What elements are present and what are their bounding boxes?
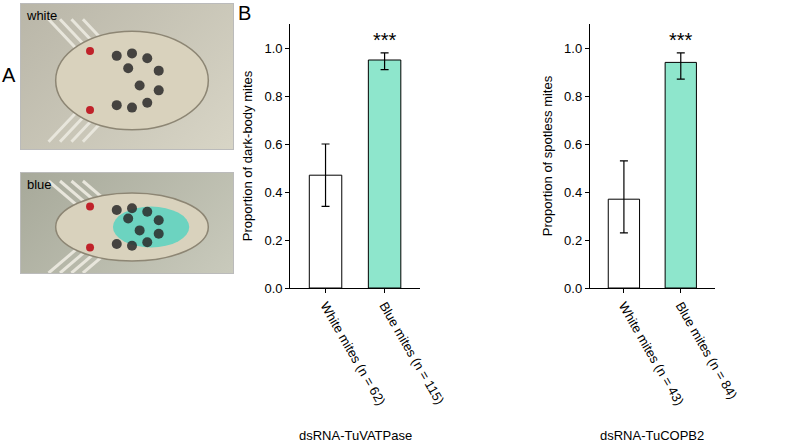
svg-text:0.2: 0.2 [264,233,282,248]
html-text:A: A [2,64,16,86]
svg-text:***: *** [373,29,397,51]
svg-text:0.4: 0.4 [564,185,582,200]
svg-text:0.8: 0.8 [564,89,582,104]
html-text:B: B [238,2,252,24]
svg-text:White mites (n = 62): White mites (n = 62) [317,299,388,408]
svg-text:1.0: 1.0 [264,41,282,56]
svg-text:0.6: 0.6 [564,137,582,152]
svg-text:0.0: 0.0 [564,281,582,296]
html-text:blue: blue [27,177,52,192]
svg-text:Proportion of dark-body mites: Proportion of dark-body mites [240,70,255,241]
html-text:white: white [27,8,58,23]
svg-text:0.6: 0.6 [264,137,282,152]
svg-text:dsRNA-TuCOPB2: dsRNA-TuCOPB2 [600,428,704,443]
svg-text:***: *** [669,29,693,51]
svg-text:Proportion of spotless mites: Proportion of spotless mites [540,75,555,236]
svg-text:0.0: 0.0 [264,281,282,296]
svg-text:0.2: 0.2 [564,233,582,248]
svg-text:Blue mites (n = 115): Blue mites (n = 115) [376,299,447,407]
svg-text:White mites (n = 43): White mites (n = 43) [616,299,687,408]
svg-text:Blue mites (n = 84): Blue mites (n = 84) [673,299,741,401]
svg-text:0.8: 0.8 [264,89,282,104]
svg-text:1.0: 1.0 [564,41,582,56]
svg-text:dsRNA-TuVATPase: dsRNA-TuVATPase [299,428,412,443]
svg-text:0.4: 0.4 [264,185,282,200]
